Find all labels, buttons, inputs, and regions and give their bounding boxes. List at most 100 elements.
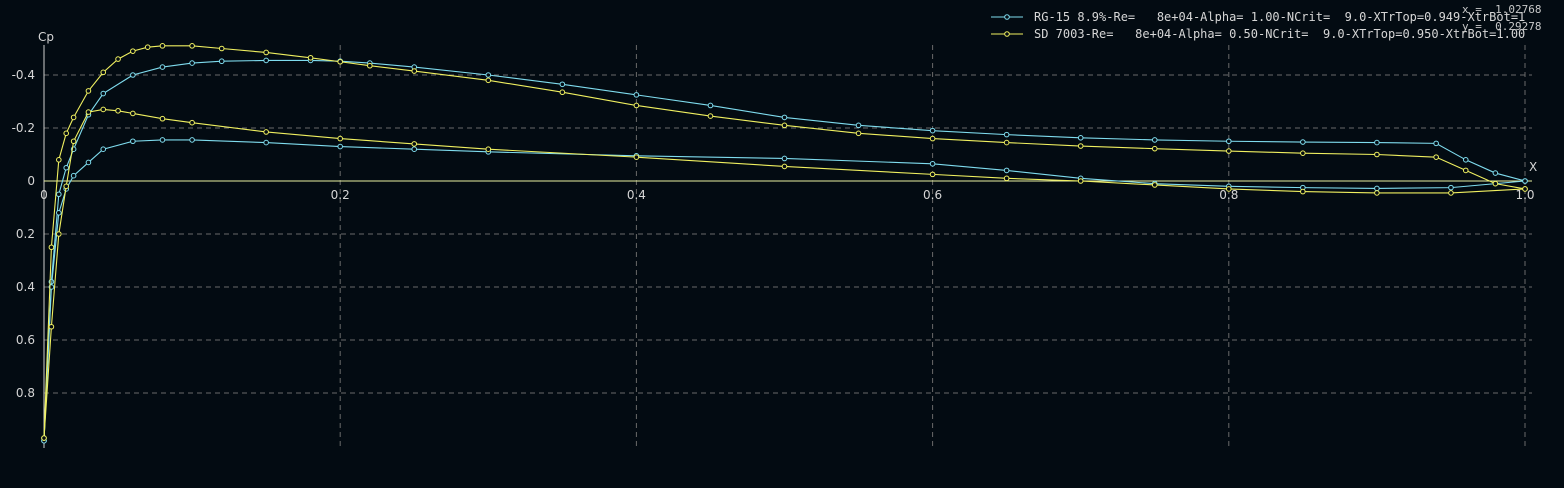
series-1-point [1433, 140, 1439, 147]
series-2-point [1151, 182, 1158, 188]
series-1-point [1374, 139, 1380, 146]
y-tick-label: 0.6 [16, 333, 35, 347]
series-2-point [707, 113, 714, 119]
series-2-point [1462, 167, 1469, 174]
series-1-point [218, 58, 225, 65]
x-tick-label: 0.4 [627, 188, 646, 202]
cursor-y-readout: y = 0.29278 [1462, 20, 1541, 33]
series-1-point [929, 160, 936, 167]
series-2-point [1077, 178, 1084, 184]
series-2-lower-line [43, 108, 1526, 439]
series-2-point [56, 157, 62, 163]
series-1-point [411, 146, 418, 152]
series-1-point [263, 57, 269, 64]
series-2-point [633, 102, 640, 109]
series-1-point [781, 155, 788, 162]
series-2-point [1300, 150, 1306, 156]
series-2-point [70, 138, 77, 145]
series-1-point [1077, 135, 1084, 141]
series-2-point [929, 135, 936, 142]
series-2-point [189, 119, 195, 126]
x-tick-label: 0 [40, 188, 48, 202]
x-axis-label: X [1529, 160, 1537, 174]
series-2-point [1374, 151, 1380, 158]
series-1-point [1300, 139, 1306, 145]
series-1-point [1462, 157, 1469, 163]
series-1-point [189, 60, 195, 66]
series-2-point [337, 58, 344, 65]
y-tick-label: -0.4 [12, 68, 35, 82]
series-1-point [929, 127, 936, 134]
series-2-point [559, 89, 566, 96]
series-2-point [41, 435, 47, 441]
tick-labels: 0 0.2 0.4 0.6 0.8 1.0 -0.4 -0.2 0 0.2 0.4 0.6 0.8 [12, 68, 1535, 400]
series-2-point [85, 88, 92, 94]
series-2-point [115, 56, 121, 62]
series-1-point [159, 64, 166, 70]
legend-entry: SD 7003-Re= 8e+04-Alpha= 0.50-NCrit= 9.0… [1034, 27, 1525, 41]
series-1-point [100, 90, 107, 97]
series-1-point [70, 172, 77, 179]
series-1-point [159, 137, 166, 143]
series-2-point [1226, 186, 1232, 192]
legend-entry: RG-15 8.9%-Re= 8e+04-Alpha= 1.00-NCrit= … [1034, 10, 1525, 24]
series-2-point [1300, 188, 1306, 195]
series-1-point [1522, 178, 1528, 184]
series-2-point [855, 130, 862, 137]
series-2-point [159, 115, 166, 122]
series-2-point [367, 62, 373, 69]
series-1-point [1374, 185, 1380, 192]
series-1-point [855, 122, 862, 129]
series-2-point [144, 44, 151, 50]
series-2-point [263, 49, 269, 56]
legend-swatch-marker [1004, 31, 1010, 37]
series-2-point [1522, 186, 1528, 192]
series-1-point [707, 102, 714, 109]
series-1-point [1151, 137, 1158, 143]
series-2-point [929, 171, 936, 178]
series-2-point [781, 163, 788, 170]
series-1-point [337, 143, 344, 150]
series-2-point [1003, 175, 1010, 182]
x-tick-label: 0.2 [331, 188, 350, 202]
series-1-point [85, 159, 92, 166]
series-1-point [485, 72, 492, 78]
series-1-point [1492, 170, 1499, 176]
series-2-point [1374, 190, 1380, 196]
series-2-point [159, 43, 166, 49]
series-1-point [263, 139, 269, 146]
series-1-point [130, 72, 136, 78]
series-1-point [189, 137, 195, 143]
series-2-point [63, 130, 70, 137]
series-1-point [1226, 138, 1232, 145]
series-1-point [56, 210, 62, 216]
series-2-point [48, 244, 55, 251]
y-tick-label: 0.4 [16, 280, 35, 294]
series-2-point [263, 129, 269, 135]
series-2-point [337, 135, 344, 142]
series-2-point [1151, 145, 1158, 152]
series-1-point [781, 114, 788, 121]
series-1-point [559, 81, 566, 88]
y-tick-label: -0.2 [12, 121, 35, 135]
series-1-point [100, 146, 107, 152]
series-2-point [1492, 180, 1499, 187]
series-2-point [1433, 154, 1439, 160]
series-2-point [100, 106, 107, 113]
y-tick-label: 0 [27, 174, 35, 188]
y-tick-label: 0.2 [16, 227, 35, 241]
series-2-point [485, 146, 492, 152]
x-tick-label: 0.6 [923, 188, 942, 202]
series-2-point [781, 122, 788, 129]
series-1-point [1003, 167, 1010, 174]
series-2-point [189, 43, 195, 49]
series-1-point [633, 92, 640, 98]
series-2-point [85, 109, 92, 115]
series-2-point [485, 77, 492, 84]
series-2-point [130, 110, 136, 117]
series-2-upper-line [43, 45, 1526, 439]
y-axis-label: Cp [38, 30, 54, 44]
cursor-readout: x = 1.02768 y = 0.29278 [1462, 3, 1541, 33]
legend-swatch-marker [1004, 14, 1010, 20]
